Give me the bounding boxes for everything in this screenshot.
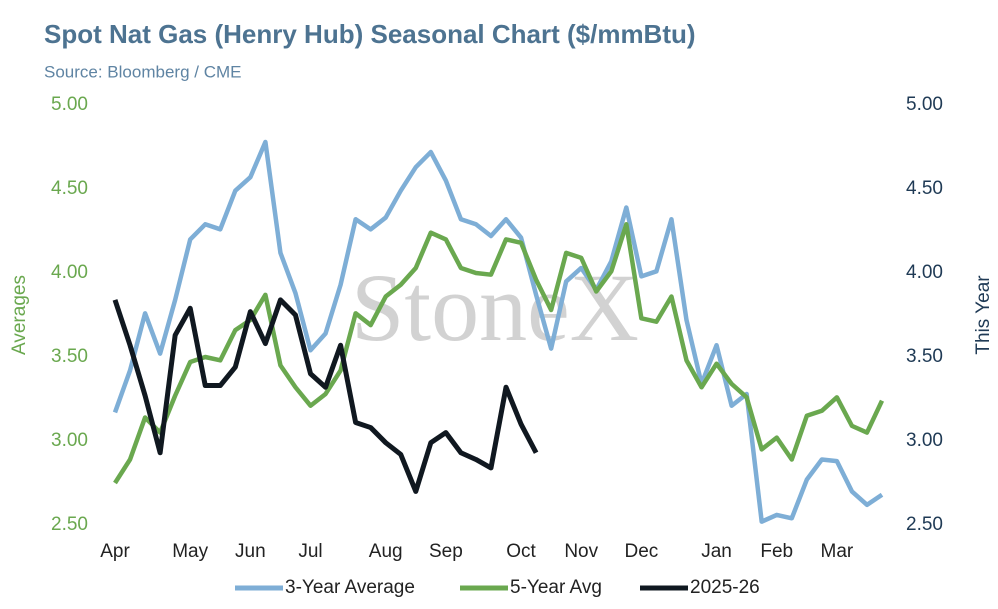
x-tick-label: Oct xyxy=(506,541,536,562)
y-axis-title: Averages xyxy=(9,275,30,355)
y-tick-label: 2.50 xyxy=(51,514,88,535)
x-tick-label: Mar xyxy=(821,541,854,562)
x-tick-label: Jun xyxy=(235,541,266,562)
x-tick-label: Feb xyxy=(760,541,793,562)
x-tick-label: May xyxy=(172,541,208,562)
chart-title: Spot Nat Gas (Henry Hub) Seasonal Chart … xyxy=(44,19,696,49)
x-tick-label: Apr xyxy=(100,541,130,562)
data-line xyxy=(113,222,885,485)
y2-tick-label: 5.00 xyxy=(906,94,943,115)
legend-label: 2025-26 xyxy=(690,577,760,598)
y-tick-label: 5.00 xyxy=(51,94,88,115)
x-tick-label: Sep xyxy=(429,541,463,562)
x-tick-label: Jan xyxy=(701,541,732,562)
y-tick-label: 3.50 xyxy=(51,346,88,367)
x-tick-label: Jul xyxy=(298,541,322,562)
y-tick-label: 4.50 xyxy=(51,178,88,199)
y2-tick-label: 2.50 xyxy=(906,514,943,535)
y2-tick-label: 3.00 xyxy=(906,430,943,451)
x-tick-label: Dec xyxy=(624,541,658,562)
x-tick-label: Aug xyxy=(369,541,403,562)
data-line xyxy=(112,297,539,494)
y2-tick-label: 4.00 xyxy=(906,262,943,283)
x-tick-label: Nov xyxy=(564,541,598,562)
watermark: StoneX xyxy=(351,254,639,361)
chart-subtitle: Source: Bloomberg / CME xyxy=(44,62,241,81)
y2-tick-label: 4.50 xyxy=(906,178,943,199)
legend-label: 3-Year Average xyxy=(285,577,415,598)
y2-axis-title: This Year xyxy=(973,275,994,355)
legend-label: 5-Year Avg xyxy=(510,577,602,598)
data-line xyxy=(112,139,884,524)
y-tick-label: 4.00 xyxy=(51,262,88,283)
y2-tick-label: 3.50 xyxy=(906,346,943,367)
y-tick-label: 3.00 xyxy=(51,430,88,451)
